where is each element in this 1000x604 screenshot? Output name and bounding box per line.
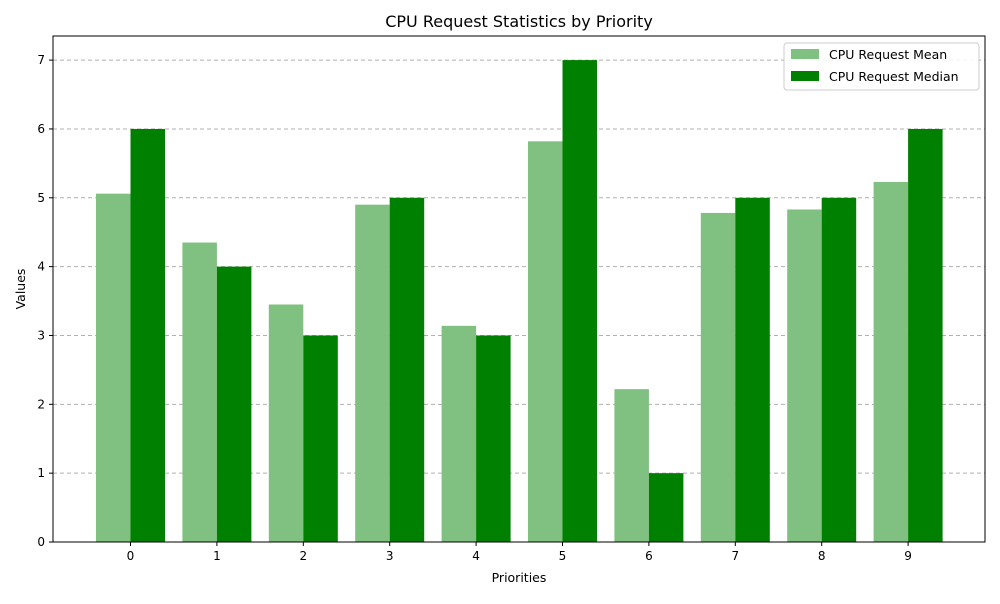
y-tick-label: 7 [37, 53, 45, 67]
legend-box [783, 42, 980, 91]
x-tick-label: 9 [904, 549, 912, 563]
legend: CPU Request Mean CPU Request Median [783, 42, 980, 91]
bars [96, 60, 943, 542]
bar-median [130, 128, 165, 542]
y-axis-title: Values [13, 269, 28, 310]
y-tick-label: 2 [37, 397, 45, 411]
bar-mean [355, 204, 390, 542]
bar-mean [96, 193, 131, 542]
bar-median [648, 473, 684, 542]
plot-frame [52, 35, 986, 543]
y-tick-label: 0 [37, 535, 45, 549]
bar-median [303, 335, 338, 542]
x-tick-label: 6 [645, 549, 653, 563]
y-tick-label: 4 [37, 260, 45, 274]
bar-median [476, 335, 511, 542]
x-tick-label: 8 [818, 549, 826, 563]
bar-mean [441, 325, 477, 542]
x-tick-label: 7 [731, 549, 739, 563]
legend-swatch-median [791, 71, 819, 81]
legend-swatch-mean [791, 49, 819, 59]
legend-label-median: CPU Request Median [829, 69, 959, 84]
x-axis: 0 1 2 3 4 5 6 7 8 9 [127, 542, 912, 563]
bar-median [735, 197, 770, 542]
bar-median [821, 197, 857, 542]
bar-mean [182, 242, 217, 542]
x-tick-label: 4 [472, 549, 480, 563]
bar-mean [787, 209, 822, 542]
bar-mean [614, 389, 649, 542]
bar-mean [268, 304, 304, 542]
legend-label-mean: CPU Request Mean [829, 47, 947, 62]
chart-title: CPU Request Statistics by Priority [385, 12, 653, 31]
bar-median [216, 266, 252, 542]
bar-median [562, 60, 597, 542]
bar-median [908, 128, 943, 542]
y-tick-label: 1 [37, 466, 45, 480]
y-tick-label: 5 [37, 191, 45, 205]
y-tick-label: 3 [37, 328, 45, 342]
x-tick-label: 5 [559, 549, 567, 563]
bar-mean [873, 181, 909, 542]
x-tick-label: 1 [213, 549, 221, 563]
x-tick-label: 0 [127, 549, 135, 563]
x-tick-label: 2 [299, 549, 307, 563]
bar-median [389, 197, 425, 542]
y-axis: 0 1 2 3 4 5 6 7 [37, 53, 53, 549]
x-tick-label: 3 [386, 549, 394, 563]
bar-mean [528, 141, 563, 542]
y-tick-label: 6 [37, 122, 45, 136]
x-axis-title: Priorities [492, 570, 547, 585]
bar-mean [700, 212, 736, 542]
